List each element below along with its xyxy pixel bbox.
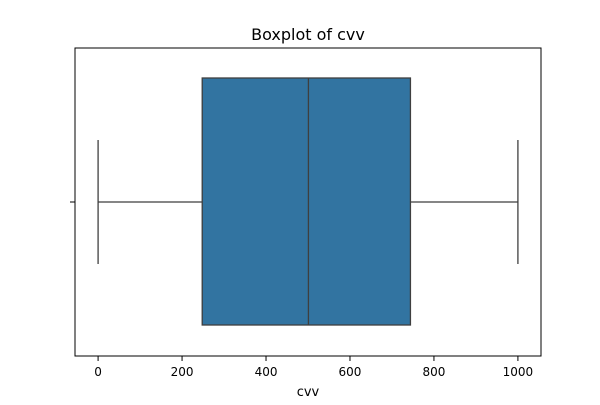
x-tick-label: 600 xyxy=(339,365,362,379)
x-tick-label: 0 xyxy=(94,365,102,379)
box-group xyxy=(97,77,519,326)
x-tick-label: 800 xyxy=(422,365,445,379)
x-tick-label: 400 xyxy=(255,365,278,379)
x-axis-ticks: 0 200 400 600 800 1000 xyxy=(94,356,533,379)
chart-title: Boxplot of cvv xyxy=(251,25,365,44)
x-tick-label: 200 xyxy=(171,365,194,379)
iqr-box xyxy=(201,77,412,326)
x-axis-label: cvv xyxy=(297,385,320,400)
x-tick-label: 1000 xyxy=(503,365,534,379)
